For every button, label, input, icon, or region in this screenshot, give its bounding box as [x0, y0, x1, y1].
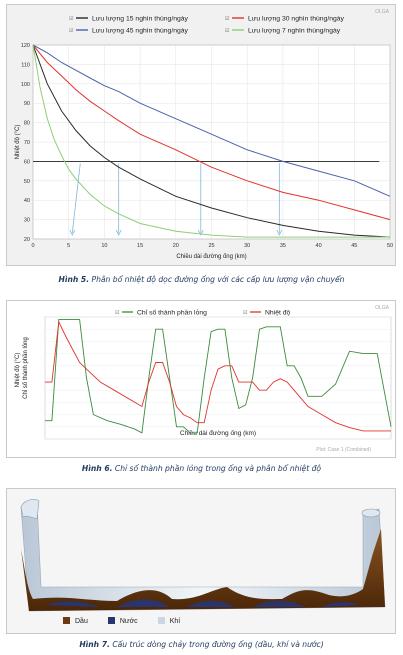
- figure-6-chart: Chiều dài đường ống (km)Nhiệt độ (°C) Chỉ…: [15, 308, 392, 440]
- y-tick-label: 20: [24, 237, 30, 243]
- x-tick-label: 25: [208, 243, 214, 249]
- water-pocket: [321, 602, 359, 607]
- series-line-3: [32, 44, 391, 197]
- x-tick-label: 5: [67, 243, 70, 249]
- x-tick-label: 15: [137, 243, 143, 249]
- legend-item-gas: Khí: [157, 617, 181, 625]
- x-tick-label: 35: [280, 243, 286, 249]
- x-tick-label: 30: [244, 243, 250, 249]
- guide-arrow-head: [276, 229, 283, 236]
- legend-item-oil: Dầu: [63, 617, 88, 625]
- figure-6-caption: Hình 6. Chỉ số thành phần lỏng trong ống…: [0, 464, 403, 473]
- figure-5-caption: Hình 5. Phân bổ nhiệt độ dọc đường ống v…: [0, 275, 403, 284]
- figure-6-chart-panel: Chiều dài đường ống (km) Nhiệt độ (°C) Chỉ…: [6, 300, 396, 458]
- guide-arrow: [71, 163, 81, 234]
- y-tick-label: 120: [21, 43, 30, 49]
- figure-7-caption-text: Cấu trúc dòng chảy trong đường ống (dầu,…: [112, 640, 324, 649]
- figure-6-caption-label: Hình 6.: [81, 464, 113, 473]
- guide-arrow-head: [69, 229, 76, 236]
- y-tick-label: 110: [21, 62, 30, 68]
- right-riser-top: [361, 508, 381, 518]
- x-tick-label: 10: [101, 243, 107, 249]
- oil-layer: [21, 529, 385, 611]
- y-tick-label: 30: [24, 218, 30, 224]
- series-line-2: [32, 44, 391, 221]
- water-pocket: [253, 601, 305, 607]
- guide-arrow-head: [115, 229, 122, 236]
- legend-item-water: Nước: [107, 617, 138, 625]
- guide-arrow-head: [197, 229, 204, 236]
- legend-checkbox-icon: ☑: [69, 16, 74, 22]
- legend-label: Chỉ số thành phần lỏng: [137, 308, 207, 317]
- series-line-1: [45, 318, 392, 434]
- figure-7-legend: Dầu Nước Khí: [63, 617, 180, 625]
- x-axis-label: Chiều dài đường ống (km): [180, 428, 256, 437]
- legend-swatch-oil: [63, 617, 70, 624]
- x-tick-label: 50: [387, 243, 393, 249]
- y-axis-label: Nhiệt độ (°C): [15, 125, 21, 160]
- y-axis-label-liquid: Chỉ số thành phần lỏng: [22, 337, 29, 399]
- y-tick-label: 70: [24, 140, 30, 146]
- legend-label: Lưu lượng 15 nghìn thùng/ngày: [92, 16, 189, 23]
- legend-swatch-water: [107, 617, 115, 624]
- y-tick-label: 40: [24, 198, 30, 204]
- series-line-2: [45, 320, 391, 432]
- figure-6-caption-text: Chỉ số thành phần lỏng trong ống và phân…: [114, 464, 322, 473]
- y-tick-label: 60: [24, 159, 30, 165]
- figure-7-caption-label: Hình 7.: [79, 640, 110, 649]
- legend-label: Nhiệt độ: [265, 310, 291, 317]
- y-tick-label: 80: [24, 121, 30, 127]
- y-tick-label: 100: [21, 82, 30, 88]
- figure-5-caption-label: Hình 5.: [58, 275, 90, 284]
- figure-5-chart-panel: 20 30 40 50 60 70 80 90 100 110 120 0 5 10 15 20 25 30 35 4…: [6, 4, 396, 266]
- figure-7-panel: Dầu Nước Khí: [6, 488, 396, 634]
- pipe-flow-diagram: [20, 499, 386, 612]
- x-tick-label: 45: [351, 243, 357, 249]
- figure-6-watermark: OLGA: [375, 305, 389, 311]
- y-axis-label-temp: Nhiệt độ (°C): [15, 353, 21, 388]
- y-tick-label: 50: [24, 179, 30, 185]
- figure-7-caption: Hình 7. Cấu trúc dòng chảy trong đường ố…: [0, 640, 403, 649]
- legend-checkbox-icon: ☑: [225, 16, 230, 22]
- legend-checkbox-icon: ☑: [115, 310, 120, 316]
- legend-label-gas: Khí: [169, 618, 181, 625]
- series-line-4: [32, 44, 390, 238]
- legend-label: Lưu lượng 45 nghìn thùng/ngày: [92, 28, 189, 35]
- water-pocket: [187, 601, 235, 607]
- water-pocket: [47, 601, 99, 607]
- water-pocket: [117, 599, 169, 607]
- pipe-body: [20, 500, 386, 612]
- figure-6-footer-note: Plot: Case 1 (Combined): [316, 447, 371, 453]
- legend-label: Lưu lượng 30 nghìn thùng/ngày: [248, 16, 345, 23]
- legend-swatch-gas: [157, 617, 165, 624]
- figure-5-chart: 20 30 40 50 60 70 80 90 100 110 120 0 5 10 15 20 25 30 35 4…: [15, 16, 393, 261]
- series-line-1: [32, 44, 391, 238]
- legend-label: Lưu lượng 7 nghìn thùng/ngày: [248, 28, 341, 35]
- y-tick-label: 90: [24, 101, 30, 107]
- x-axis-label: Chiều dài đường ống (km): [176, 254, 246, 260]
- legend-label-water: Nước: [119, 618, 138, 625]
- legend-checkbox-icon: ☑: [243, 310, 248, 316]
- figure-5-caption-text: Phân bổ nhiệt độ dọc đường ống với các c…: [91, 275, 345, 284]
- legend-checkbox-icon: ☑: [69, 28, 74, 34]
- left-riser-top: [20, 499, 40, 520]
- figure-5-watermark: OLGA: [375, 9, 389, 15]
- x-tick-label: 0: [31, 243, 34, 249]
- legend-checkbox-icon: ☑: [225, 28, 230, 34]
- x-tick-label: 20: [173, 243, 179, 249]
- x-tick-label: 40: [316, 243, 322, 249]
- legend-label-oil: Dầu: [75, 618, 88, 625]
